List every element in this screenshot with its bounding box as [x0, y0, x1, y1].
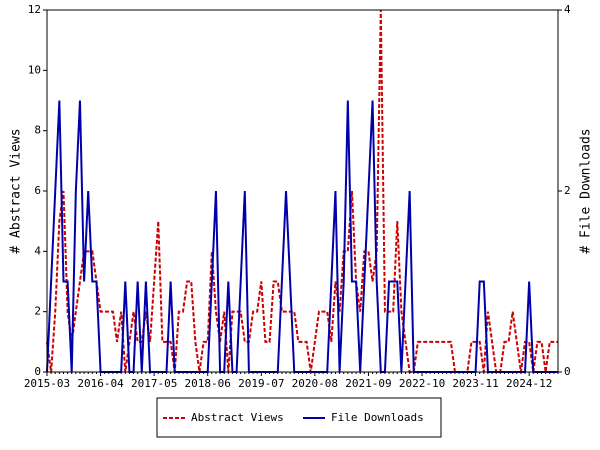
y-tick-label: 2 [34, 305, 41, 318]
y2-tick-label: 0 [564, 365, 571, 378]
x-tick-label: 2022-10 [399, 377, 445, 390]
y-axis-label: # Abstract Views [9, 128, 24, 253]
y-tick-label: 12 [28, 3, 41, 16]
legend-label: Abstract Views [191, 411, 284, 424]
x-tick-label: 2016-04 [77, 377, 124, 390]
y-tick-label: 0 [34, 365, 41, 378]
legend-label: File Downloads [331, 411, 424, 424]
x-tick-label: 2021-09 [345, 377, 391, 390]
legend-box [156, 397, 442, 438]
y-tick-label: 4 [34, 244, 41, 257]
plot-frame [46, 9, 559, 373]
x-tick-label: 2018-06 [185, 377, 231, 390]
y2-axis-label: # File Downloads [579, 128, 594, 253]
x-tick-label: 2019-07 [238, 377, 284, 390]
x-tick-label: 2024-12 [506, 377, 552, 390]
data-line [46, 9, 558, 373]
y2-tick-label: 4 [564, 3, 571, 16]
x-tick-label: 2020-08 [292, 377, 338, 390]
y-tick-label: 8 [34, 124, 41, 137]
y-tick-label: 10 [28, 63, 41, 76]
y-tick-label: 6 [34, 184, 41, 197]
x-tick-label: 2017-05 [131, 377, 177, 390]
y2-tick-label: 2 [564, 184, 571, 197]
x-tick-label: 2015-03 [24, 377, 70, 390]
x-tick-label: 2023-11 [452, 377, 498, 390]
